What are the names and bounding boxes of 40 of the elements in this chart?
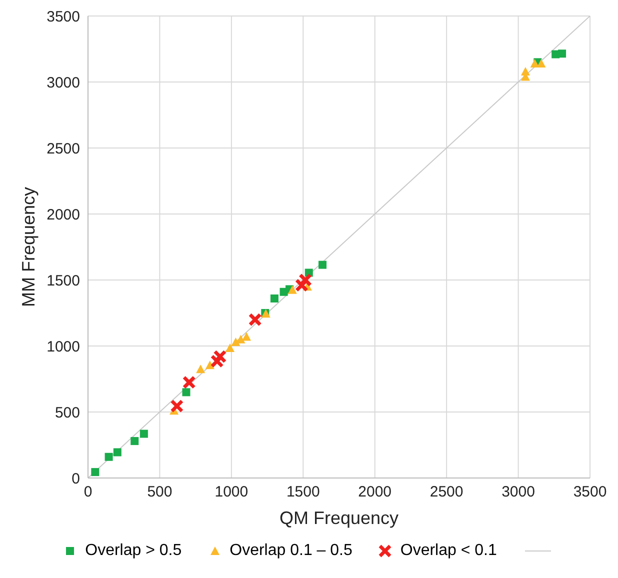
point: [182, 388, 190, 396]
y-tick-label: 500: [54, 404, 80, 422]
y-tick-label: 3500: [46, 8, 80, 26]
point: [196, 364, 206, 374]
legend-label: Overlap < 0.1: [400, 542, 497, 560]
x-tick-label: 3500: [573, 484, 607, 501]
x-tick-label: 1500: [286, 484, 320, 501]
point: [248, 312, 262, 326]
point: [91, 468, 100, 476]
point: [170, 399, 184, 413]
x-tick-label: 500: [147, 484, 172, 501]
x-tick-label: 3000: [502, 484, 535, 501]
legend-label: Overlap > 0.5: [85, 542, 182, 560]
y-tick-label: 1500: [46, 272, 80, 290]
y-tick-label: 1000: [46, 338, 80, 356]
point: [294, 278, 308, 292]
point: [520, 66, 530, 76]
x-tick-label: 1000: [214, 484, 248, 501]
point: [288, 285, 297, 294]
point: [231, 338, 240, 346]
y-tick-label: 3000: [46, 74, 80, 92]
y-tick-label: 2500: [46, 140, 80, 158]
point: [270, 294, 278, 302]
point: [113, 448, 122, 456]
legend-label: Overlap 0.1 – 0.5: [230, 542, 352, 560]
point: [104, 452, 113, 461]
x-tick-label: 2000: [358, 484, 392, 501]
point: [225, 343, 234, 352]
point: [558, 50, 566, 58]
y-tick-label: 2000: [46, 206, 80, 224]
point: [182, 376, 196, 390]
point: [318, 260, 327, 269]
point: [140, 430, 148, 438]
point: [130, 437, 139, 446]
point: [298, 273, 312, 287]
x-tick-label: 2500: [430, 484, 464, 501]
y-axis-title: MM Frequency: [18, 186, 38, 308]
y-tick-label: 0: [72, 470, 80, 488]
x-axis-title: QM Frequency: [279, 508, 399, 528]
x-tick-label: 0: [84, 484, 92, 501]
